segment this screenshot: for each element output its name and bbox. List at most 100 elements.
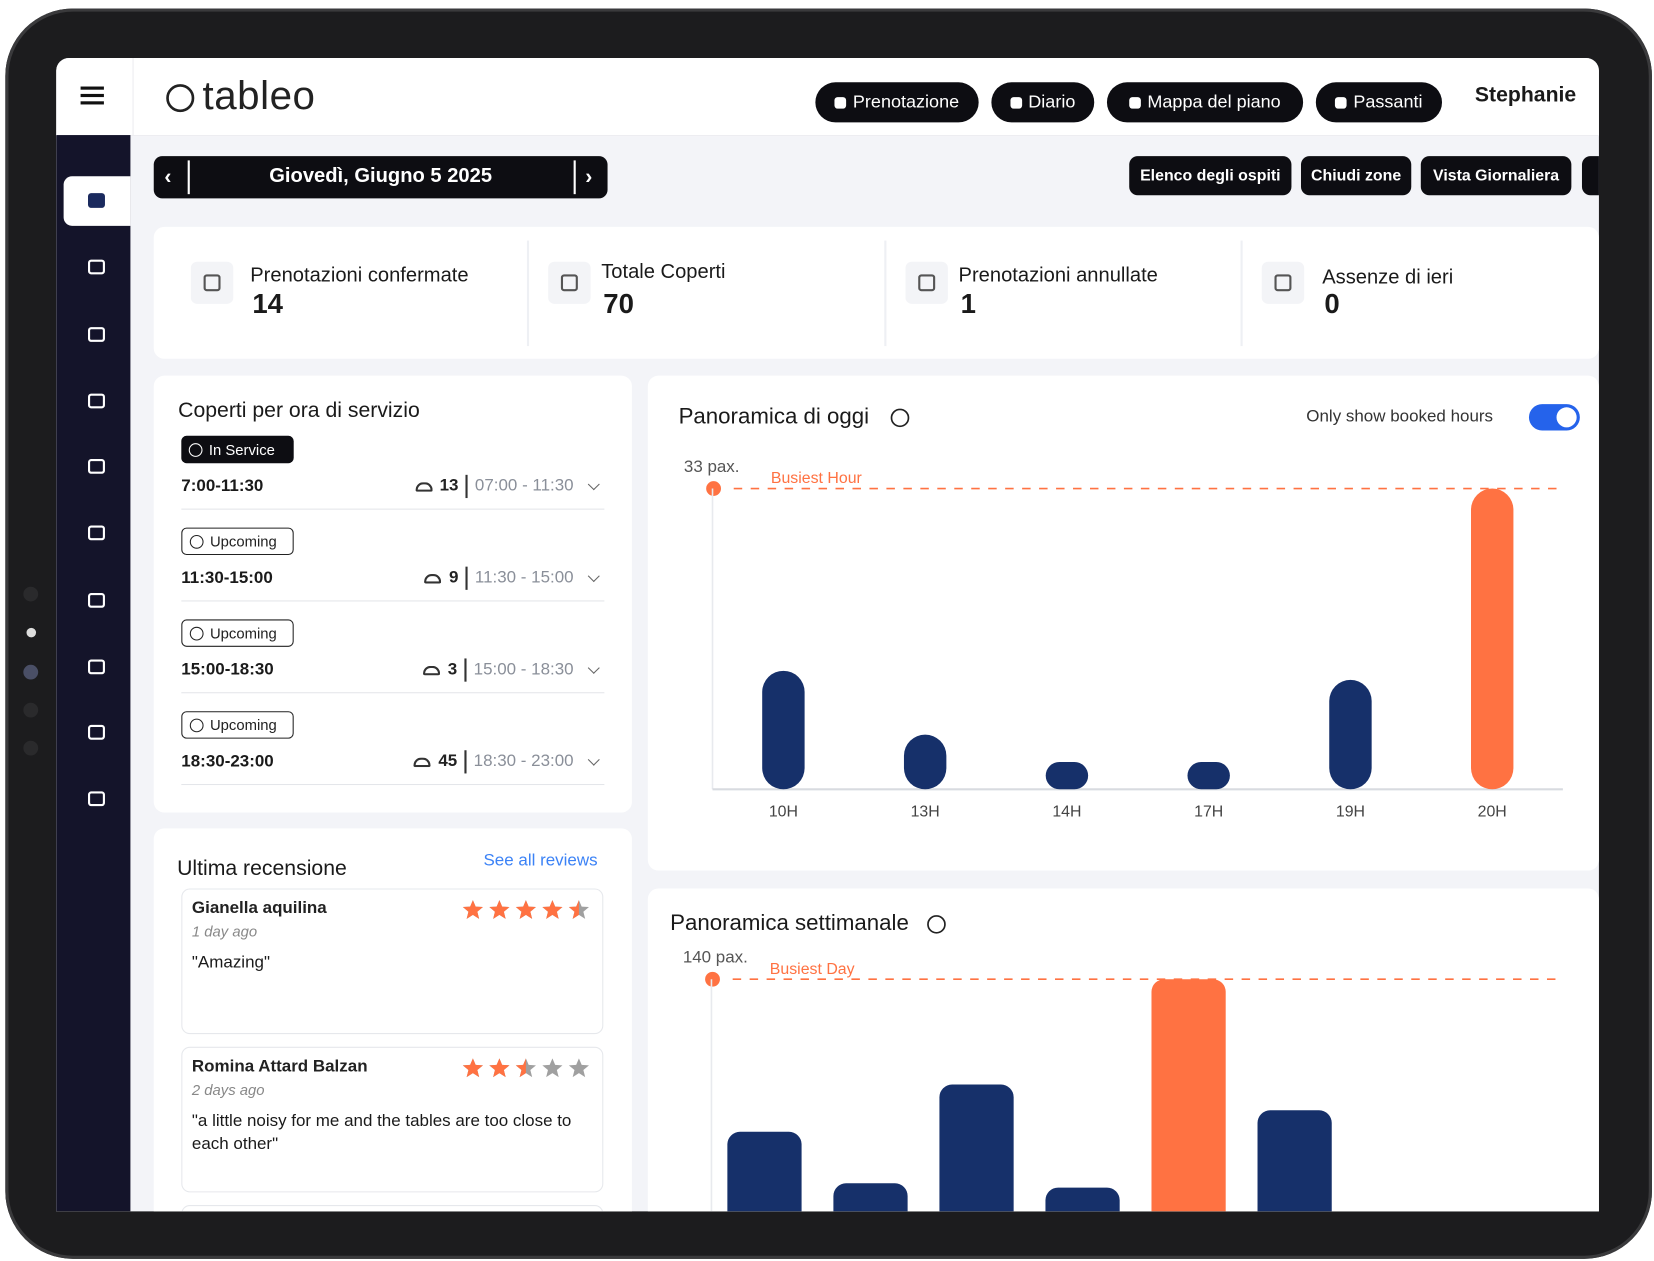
stat-icon xyxy=(190,261,234,304)
service-range: 15:00 - 18:30 xyxy=(473,660,574,679)
bar xyxy=(1187,761,1230,790)
service-range: 07:00 - 11:30 xyxy=(474,476,574,495)
sidebar-icon[interactable] xyxy=(88,459,105,474)
toolbar-button[interactable]: Vista Giornaliera xyxy=(1420,156,1572,196)
stat-icon-glyph xyxy=(203,274,221,292)
sidebar-icon[interactable] xyxy=(88,393,105,409)
x-tick-label: 10H xyxy=(769,804,798,821)
prev-day[interactable]: ‹ xyxy=(164,165,172,189)
nav-button[interactable]: Diario xyxy=(991,82,1095,123)
divider xyxy=(464,750,467,774)
nav-button[interactable]: Prenotazione xyxy=(815,82,979,123)
sidebar-icon[interactable] xyxy=(88,259,105,275)
service-time: 15:00-18:30 xyxy=(181,660,274,679)
logo-ring xyxy=(166,84,195,113)
hamburger[interactable] xyxy=(80,86,104,90)
rating-stars xyxy=(462,1058,589,1078)
divider xyxy=(465,566,468,590)
bar xyxy=(1151,979,1226,1212)
review-item xyxy=(181,888,604,1035)
service-range: 11:30 - 15:00 xyxy=(474,568,574,587)
device-camera xyxy=(23,664,39,680)
services-title: Coperti per ora di servizio xyxy=(178,398,420,423)
separator xyxy=(187,160,190,195)
device-dot xyxy=(23,586,39,602)
help-icon xyxy=(890,408,910,428)
stat-label: Prenotazioni confermate xyxy=(250,264,469,287)
screen: tableo Prenotazione Diario Mappa del piano P… xyxy=(56,58,1599,1212)
stat-icon xyxy=(1261,261,1305,304)
review-text: "Amazing" xyxy=(191,953,270,972)
chart-title: Panoramica settimanale xyxy=(670,910,909,935)
covers-icon xyxy=(423,665,441,675)
help-icon xyxy=(927,915,946,934)
toolbar-button[interactable]: Elenco degli ospiti xyxy=(1129,156,1292,196)
sidebar-icon[interactable] xyxy=(88,525,105,541)
busiest-dot xyxy=(706,481,722,496)
service-time: 7:00-11:30 xyxy=(181,477,264,496)
bar xyxy=(1045,1187,1120,1212)
reviews-card xyxy=(153,828,632,1212)
stat-icon-glyph xyxy=(1274,274,1292,292)
weekly-card xyxy=(647,888,1599,1212)
nav-button[interactable]: Passanti xyxy=(1315,82,1443,123)
device-dot xyxy=(23,740,39,756)
stats-divider xyxy=(526,240,530,347)
bar xyxy=(903,734,947,790)
service-divider xyxy=(181,692,605,694)
next-day[interactable]: › xyxy=(585,165,593,189)
service-divider xyxy=(181,600,605,602)
covers-icon xyxy=(424,573,442,583)
covers: 3 xyxy=(447,660,458,679)
status-badge: In Service xyxy=(181,435,294,464)
toolbar-button[interactable]: Chiudi zone xyxy=(1300,156,1412,196)
y-tick-label: 33 pax. xyxy=(684,457,740,476)
date: Giovedì, Giugno 5 2025 xyxy=(269,165,493,188)
x-tick-label: 19H xyxy=(1336,804,1365,821)
x-tick-label: 17H xyxy=(1194,804,1223,821)
stats-card xyxy=(153,226,1599,359)
annotation: Busiest Day xyxy=(770,961,855,978)
sidebar-icon[interactable] xyxy=(88,724,105,740)
reviews-link[interactable]: See all reviews xyxy=(483,851,598,870)
bar xyxy=(1471,488,1514,790)
sidebar-icon[interactable] xyxy=(88,791,105,807)
reviews-title: Ultima recensione xyxy=(177,856,347,881)
stat-label: Assenze di ieri xyxy=(1322,266,1454,289)
stat-icon-glyph xyxy=(560,274,578,292)
service-summary: 45 18:30 - 23:00 xyxy=(318,749,602,774)
covers: 45 xyxy=(438,752,458,771)
stat-value: 70 xyxy=(603,287,634,320)
menu-box xyxy=(56,58,134,136)
user-name[interactable]: Stephanie xyxy=(1474,83,1577,107)
bar xyxy=(833,1183,908,1212)
stat-value: 1 xyxy=(960,287,976,320)
service-time: 18:30-23:00 xyxy=(181,752,274,771)
stat-value: 14 xyxy=(252,287,284,320)
reviewer-name: Romina Attard Balzan xyxy=(191,1057,368,1076)
sidebar-icon[interactable] xyxy=(88,659,105,675)
sidebar-icon[interactable] xyxy=(88,593,105,608)
toolbar-button[interactable] xyxy=(1581,156,1599,196)
stat-icon xyxy=(905,261,948,304)
sidebar-icon[interactable] xyxy=(88,327,105,342)
charts: Panoramica di oggi 33 pax. Busiest Hour 10H… xyxy=(670,404,1563,1212)
y-tick-label: 140 pax. xyxy=(683,948,748,967)
toggle[interactable] xyxy=(1528,404,1580,431)
toggle-knob xyxy=(1556,407,1577,428)
service-summary: 3 15:00 - 18:30 xyxy=(318,657,602,682)
x-tick-label: 14H xyxy=(1052,804,1081,821)
stat-icon xyxy=(548,261,591,304)
sidebar-icon[interactable] xyxy=(88,193,105,208)
covers-icon xyxy=(415,481,433,492)
device-dot xyxy=(26,627,37,638)
reviewer-name: Gianella aquilina xyxy=(191,899,327,918)
nav-button[interactable]: Mappa del piano xyxy=(1106,82,1304,123)
bar xyxy=(1329,679,1372,790)
stat-value: 0 xyxy=(1324,287,1340,320)
date-bar xyxy=(153,156,608,199)
status-badge: Upcoming xyxy=(181,619,294,647)
service-divider xyxy=(181,784,605,786)
